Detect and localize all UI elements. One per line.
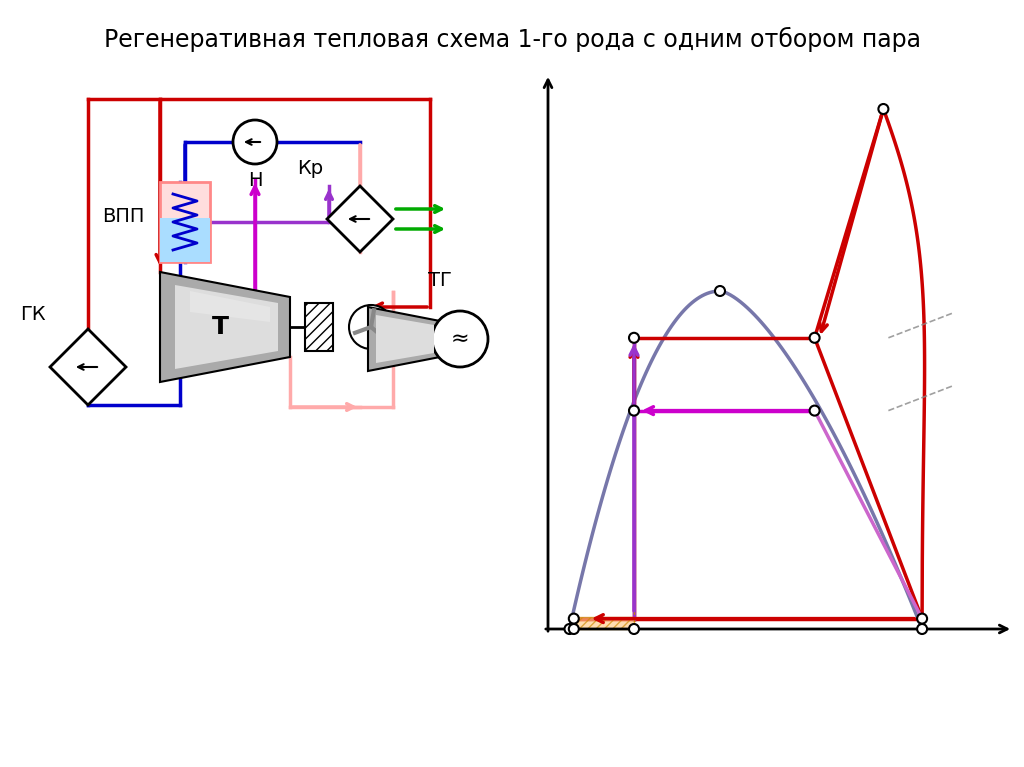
Circle shape (564, 624, 574, 634)
Bar (160, 218, 210, 262)
Circle shape (810, 333, 819, 343)
Circle shape (879, 104, 889, 114)
Circle shape (233, 120, 278, 164)
Circle shape (715, 286, 725, 296)
Circle shape (568, 624, 579, 634)
Circle shape (432, 311, 488, 367)
Circle shape (629, 333, 639, 343)
Polygon shape (50, 329, 126, 405)
Circle shape (349, 305, 393, 349)
Text: ВПП: ВПП (101, 208, 144, 226)
Polygon shape (327, 186, 393, 252)
Bar (573, 617, 634, 629)
Text: Кр: Кр (297, 160, 323, 179)
Polygon shape (160, 272, 290, 382)
Circle shape (629, 406, 639, 416)
Text: ГК: ГК (20, 305, 46, 324)
Bar (160, 182, 210, 262)
Circle shape (568, 614, 579, 624)
Text: Т: Т (212, 315, 228, 339)
Circle shape (918, 614, 927, 624)
Circle shape (918, 624, 927, 634)
Text: Регенеративная тепловая схема 1-го рода с одним отбором пара: Регенеративная тепловая схема 1-го рода … (103, 26, 921, 51)
Circle shape (810, 406, 819, 416)
Polygon shape (376, 315, 434, 363)
Text: Н: Н (248, 170, 262, 189)
Polygon shape (368, 307, 440, 371)
Circle shape (629, 624, 639, 634)
Text: ≈: ≈ (451, 329, 469, 349)
Polygon shape (175, 285, 278, 369)
Bar (305, 303, 333, 351)
Text: ТГ: ТГ (428, 272, 452, 291)
Polygon shape (190, 291, 270, 322)
